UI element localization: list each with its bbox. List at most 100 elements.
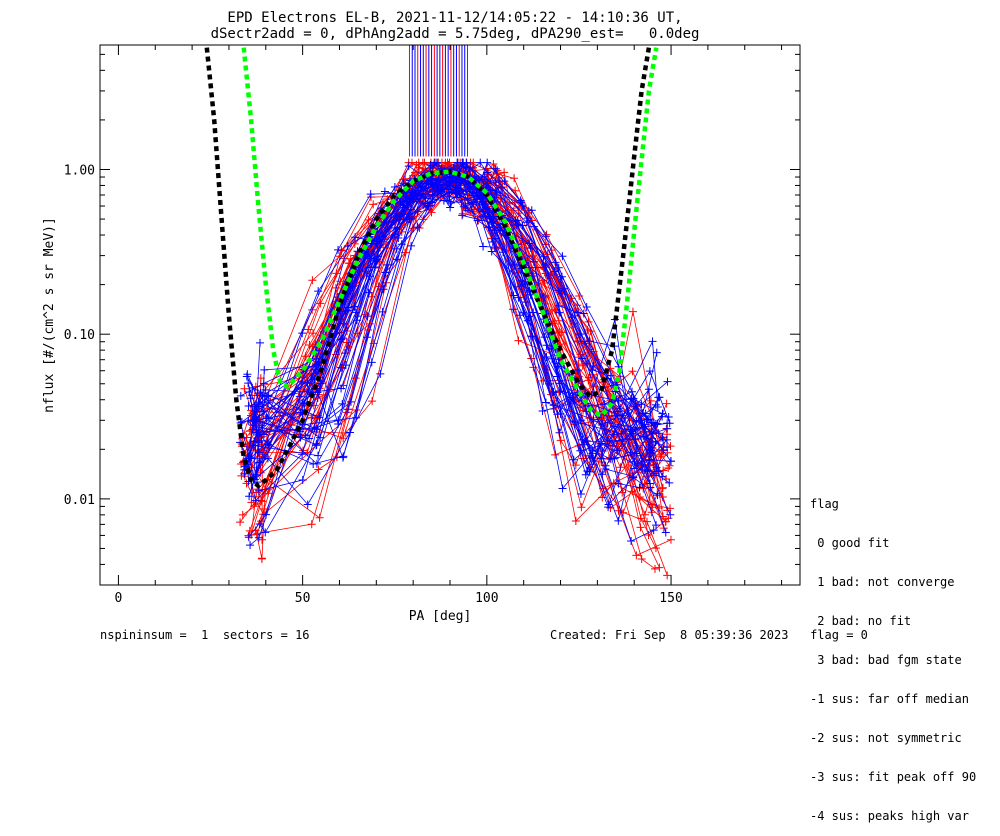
flux-point bbox=[309, 460, 318, 469]
flux-point bbox=[617, 411, 626, 420]
flux-point bbox=[244, 417, 253, 426]
flux-point bbox=[514, 336, 523, 345]
flux-point bbox=[480, 172, 489, 181]
flux-point bbox=[308, 276, 317, 285]
flux-point bbox=[513, 220, 522, 229]
flux-point bbox=[571, 517, 580, 526]
flux-point bbox=[261, 528, 270, 537]
flux-point bbox=[262, 510, 271, 519]
flux-point bbox=[314, 287, 323, 296]
flux-point bbox=[464, 206, 473, 215]
legend-item-6: -3 sus: fit peak off 90 bbox=[810, 770, 977, 784]
flux-point bbox=[316, 379, 325, 388]
y-tick-label: 1.00 bbox=[64, 163, 95, 178]
flux-point bbox=[419, 164, 428, 173]
flux-point bbox=[483, 158, 492, 167]
flux-point bbox=[244, 379, 253, 388]
flux-point bbox=[255, 520, 264, 529]
flux-point bbox=[541, 232, 550, 241]
legend-item-0: 0 good fit bbox=[810, 536, 890, 550]
flux-point bbox=[240, 469, 249, 478]
flux-point bbox=[250, 402, 259, 411]
flux-point bbox=[407, 241, 416, 250]
flux-point bbox=[236, 518, 245, 527]
flux-point bbox=[344, 405, 353, 414]
flux-point bbox=[665, 478, 674, 487]
legend-title: flag bbox=[810, 497, 839, 511]
chart-title-line2: dSectr2add = 0, dPhAng2add = 5.75deg, dP… bbox=[210, 26, 700, 42]
flux-point bbox=[240, 384, 249, 393]
flux-point bbox=[632, 551, 641, 560]
flux-point bbox=[261, 385, 270, 394]
flux-point bbox=[576, 329, 585, 338]
flux-point bbox=[575, 291, 584, 300]
flux-point bbox=[429, 161, 438, 170]
flux-point bbox=[576, 489, 585, 498]
flux-point bbox=[651, 400, 660, 409]
flux-point bbox=[658, 484, 667, 493]
flux-point bbox=[420, 158, 429, 167]
y-tick-label: 0.10 bbox=[64, 328, 95, 343]
flux-point bbox=[298, 450, 307, 459]
flux-point bbox=[614, 516, 623, 525]
flux-point bbox=[366, 254, 375, 263]
flux-series-line bbox=[243, 167, 667, 533]
flux-point bbox=[632, 449, 641, 458]
flux-point bbox=[516, 196, 525, 205]
legend-item-4: -1 sus: far off median bbox=[810, 692, 969, 706]
flux-series-line bbox=[256, 167, 671, 534]
flux-point bbox=[523, 214, 532, 223]
flux-point bbox=[628, 367, 637, 376]
flux-series-line bbox=[259, 175, 671, 534]
flux-point bbox=[473, 216, 482, 225]
x-tick-label: 50 bbox=[295, 591, 311, 606]
flux-point bbox=[541, 291, 550, 300]
flux-point bbox=[530, 222, 539, 231]
fit-curve-black bbox=[204, 47, 652, 489]
flux-point bbox=[353, 329, 362, 338]
flux-point bbox=[510, 174, 519, 183]
flux-point bbox=[554, 316, 563, 325]
flux-point bbox=[666, 457, 675, 466]
flux-point bbox=[246, 541, 255, 550]
flux-point bbox=[642, 415, 651, 424]
flux-point bbox=[626, 395, 635, 404]
flux-point bbox=[315, 513, 324, 522]
flux-point bbox=[458, 209, 467, 218]
flux-point bbox=[649, 526, 658, 535]
flux-point bbox=[529, 308, 538, 317]
flux-point bbox=[260, 365, 269, 374]
flux-point bbox=[577, 503, 586, 512]
flux-point bbox=[339, 434, 348, 443]
flux-point bbox=[648, 337, 657, 346]
flux-point bbox=[521, 298, 530, 307]
flux-point bbox=[483, 168, 492, 177]
flux-series-line bbox=[248, 174, 664, 463]
flux-series-line bbox=[247, 175, 660, 447]
flux-point bbox=[264, 391, 273, 400]
footer-created: Created: Fri Sep 8 05:39:36 2023 flag = … bbox=[550, 628, 868, 642]
flux-point bbox=[556, 387, 565, 396]
flux-point bbox=[646, 483, 655, 492]
flux-series-line bbox=[248, 177, 669, 436]
flux-point bbox=[542, 341, 551, 350]
flux-series-line bbox=[255, 161, 670, 484]
flux-point bbox=[263, 454, 272, 463]
flux-point bbox=[661, 517, 670, 526]
flux-point bbox=[666, 535, 675, 544]
flux-point bbox=[337, 335, 346, 344]
flux-point bbox=[569, 455, 578, 464]
flux-point bbox=[659, 445, 668, 454]
flux-point bbox=[588, 449, 597, 458]
flux-point bbox=[570, 311, 579, 320]
flux-point bbox=[666, 442, 675, 451]
flux-point bbox=[583, 466, 592, 475]
flux-point bbox=[653, 491, 662, 500]
flux-point bbox=[453, 187, 462, 196]
flux-point bbox=[312, 360, 321, 369]
flux-point bbox=[649, 418, 658, 427]
flux-point bbox=[479, 242, 488, 251]
flux-point bbox=[337, 246, 346, 255]
flux-point bbox=[500, 168, 509, 177]
flux-point bbox=[628, 427, 637, 436]
